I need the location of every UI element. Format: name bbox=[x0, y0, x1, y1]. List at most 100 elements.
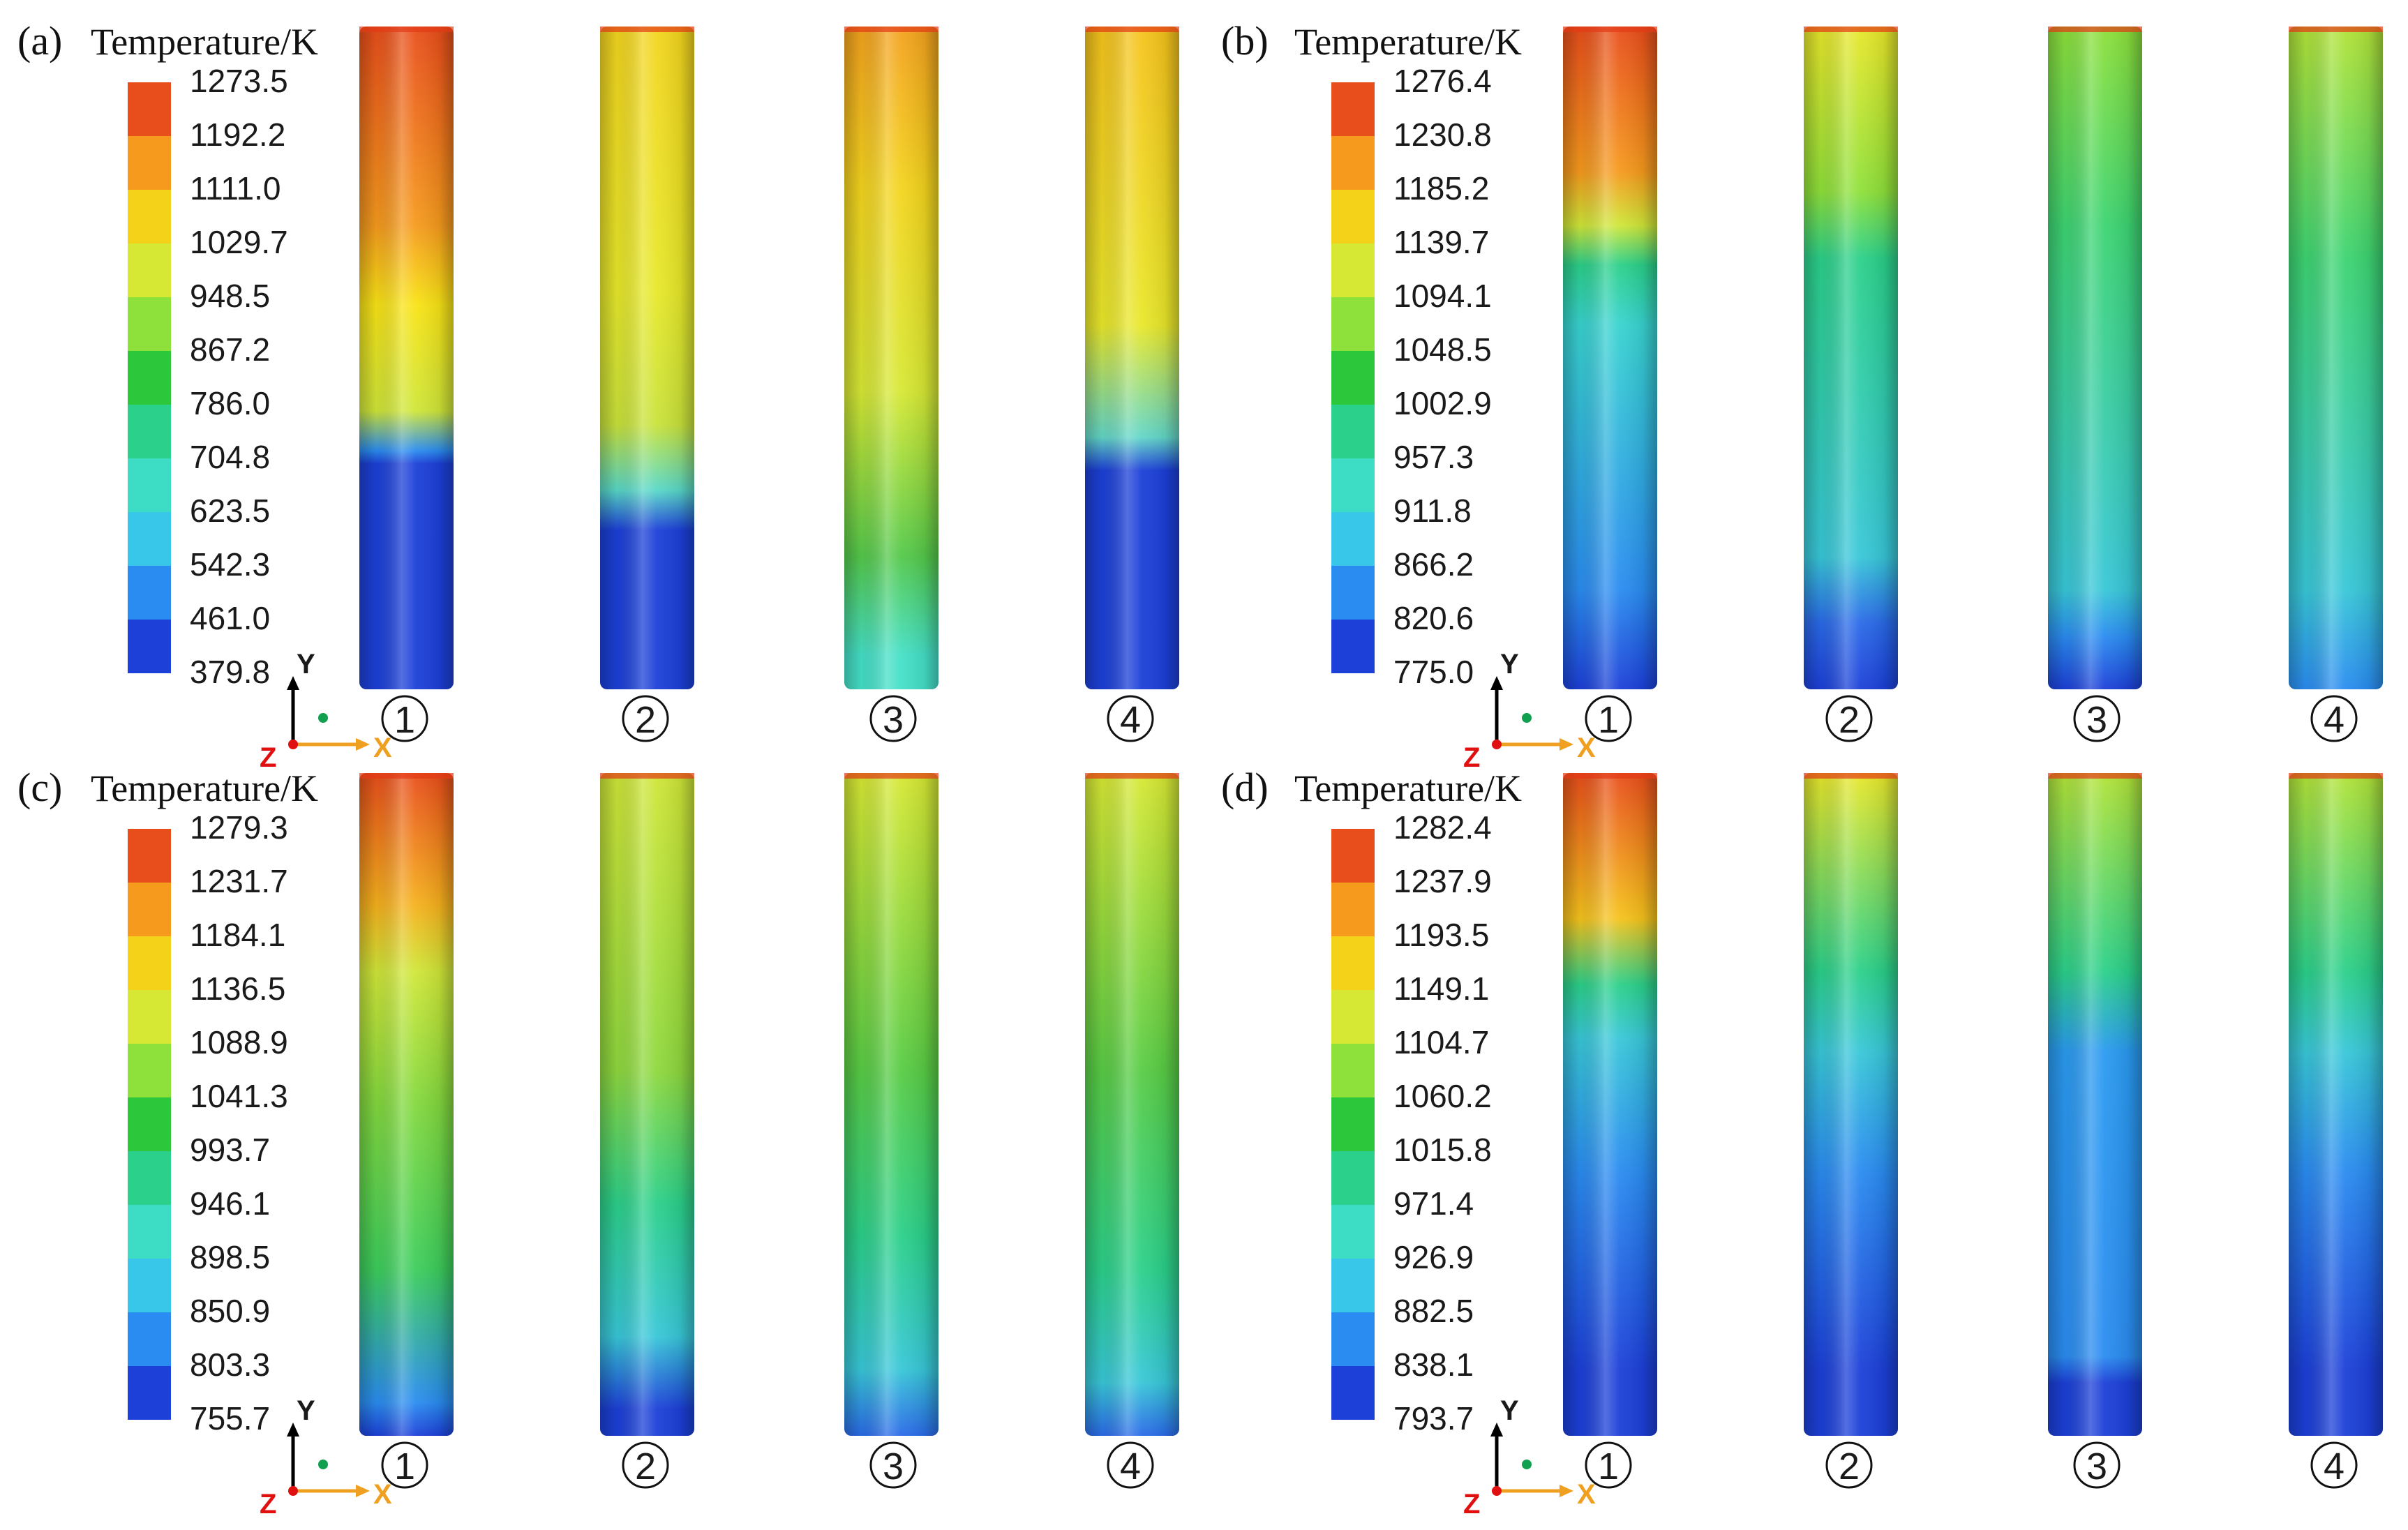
tube-rim bbox=[844, 773, 938, 779]
tube-label: 3 bbox=[883, 699, 904, 741]
tube-1: 1 bbox=[359, 773, 454, 1489]
tube-shading bbox=[2048, 27, 2142, 689]
tube-3: 3 bbox=[2048, 27, 2142, 742]
x-axis-arrowhead bbox=[1560, 1485, 1573, 1497]
legend-tick-label: 1015.8 bbox=[1393, 1132, 1492, 1168]
y-axis-arrowhead bbox=[1490, 1423, 1503, 1437]
x-axis-label: X bbox=[1577, 733, 1596, 763]
tube-label-circle bbox=[2073, 1441, 2121, 1489]
y-axis-label: Y bbox=[297, 1395, 315, 1426]
panel-label: (d) bbox=[1221, 765, 1269, 810]
legend-swatch bbox=[1331, 351, 1375, 405]
legend-swatch bbox=[1331, 1259, 1375, 1312]
tube-shading bbox=[1804, 773, 1898, 1436]
tube-label: 2 bbox=[1839, 699, 1860, 741]
origin-marker bbox=[1522, 713, 1532, 723]
x-axis-arrowhead bbox=[356, 1485, 370, 1497]
tube-shading bbox=[2289, 773, 2383, 1436]
tube-label-circle bbox=[869, 695, 917, 742]
z-axis-label: Z bbox=[260, 742, 276, 773]
legend-swatch bbox=[128, 990, 171, 1044]
tube-shading bbox=[844, 773, 938, 1436]
legend-tick-label: 1060.2 bbox=[1393, 1078, 1492, 1114]
legend-swatch bbox=[1331, 1044, 1375, 1097]
legend-tick-label: 1276.4 bbox=[1393, 63, 1492, 99]
legend-tick-label: 1002.9 bbox=[1393, 385, 1492, 421]
legend-tick-label: 1088.9 bbox=[190, 1024, 288, 1060]
z-axis-label: Z bbox=[260, 1489, 276, 1520]
legend-tick-label: 1104.7 bbox=[1393, 1024, 1489, 1060]
tube-label-circle bbox=[622, 1441, 669, 1489]
legend-tick-label: 1282.4 bbox=[1393, 809, 1492, 846]
legend-swatch bbox=[1331, 1366, 1375, 1420]
y-axis-label: Y bbox=[297, 649, 315, 680]
tube-label: 4 bbox=[2324, 699, 2345, 741]
tube-label: 2 bbox=[1839, 1446, 1860, 1487]
z-axis-dot bbox=[288, 1486, 298, 1496]
axis-triad: Y X Z bbox=[260, 1395, 392, 1520]
panel-label: (b) bbox=[1221, 18, 1269, 63]
legend-tick-label: 1193.5 bbox=[1393, 917, 1489, 953]
tube-1: 1 bbox=[1563, 773, 1657, 1489]
tube-shading bbox=[1563, 27, 1657, 689]
legend-title: Temperature/K bbox=[1294, 767, 1522, 809]
tube-label-circle bbox=[2310, 695, 2358, 742]
legend-swatch bbox=[128, 512, 171, 566]
tube-rim bbox=[2048, 773, 2142, 779]
tube-label-circle bbox=[622, 695, 669, 742]
tube-rim bbox=[1085, 773, 1179, 779]
legend-colorbar bbox=[128, 82, 171, 673]
legend-swatch bbox=[1331, 82, 1375, 136]
legend-tick-label: 911.8 bbox=[1393, 493, 1472, 529]
z-axis-label: Z bbox=[1463, 742, 1480, 773]
tube-label: 3 bbox=[2086, 699, 2107, 741]
legend-swatch bbox=[1331, 883, 1375, 936]
z-axis-dot bbox=[288, 740, 298, 749]
legend-swatch bbox=[1331, 190, 1375, 243]
legend-tick-label: 948.5 bbox=[190, 278, 270, 314]
tube-rim bbox=[2289, 773, 2383, 779]
legend-tick-label: 1149.1 bbox=[1393, 970, 1489, 1007]
legend-swatch bbox=[1331, 458, 1375, 512]
z-axis-dot bbox=[1492, 1486, 1502, 1496]
tube-label-circle bbox=[2310, 1441, 2358, 1489]
legend-swatch bbox=[1331, 136, 1375, 190]
tube-label-circle bbox=[381, 695, 428, 742]
legend-swatch bbox=[128, 1259, 171, 1312]
tube-rim bbox=[844, 27, 938, 32]
legend-swatch bbox=[1331, 620, 1375, 673]
tube-4: 4 bbox=[1085, 27, 1179, 742]
tube-shading bbox=[359, 773, 454, 1436]
tube-2: 2 bbox=[1804, 773, 1898, 1489]
legend-swatch bbox=[128, 620, 171, 673]
legend-tick-label: 755.7 bbox=[190, 1400, 270, 1437]
legend-swatch bbox=[1331, 512, 1375, 566]
tube-4: 4 bbox=[2289, 27, 2383, 742]
legend-tick-label: 1029.7 bbox=[190, 224, 288, 260]
legend-swatch bbox=[128, 297, 171, 351]
tube-rim bbox=[1085, 27, 1179, 32]
legend-tick-label: 1048.5 bbox=[1393, 331, 1492, 368]
legend-swatch bbox=[128, 1366, 171, 1420]
tube-shading bbox=[1085, 773, 1179, 1436]
legend-title: Temperature/K bbox=[91, 21, 318, 63]
legend-swatch bbox=[128, 829, 171, 883]
tube-rim bbox=[600, 27, 694, 32]
tube-label: 4 bbox=[1120, 699, 1141, 741]
legend-colorbar bbox=[128, 829, 171, 1420]
legend-tick-label: 1139.7 bbox=[1393, 224, 1489, 260]
legend-tick-label: 1136.5 bbox=[190, 970, 285, 1007]
tube-shading bbox=[2048, 773, 2142, 1436]
legend-tick-label: 850.9 bbox=[190, 1293, 270, 1329]
tube-3: 3 bbox=[2048, 773, 2142, 1489]
legend-tick-label: 1094.1 bbox=[1393, 278, 1492, 314]
tube-label-circle bbox=[1585, 1441, 1632, 1489]
tube-label: 1 bbox=[1598, 699, 1619, 741]
tube-label-circle bbox=[1825, 1441, 1873, 1489]
tube-shading bbox=[600, 27, 694, 689]
legend-tick-label: 379.8 bbox=[190, 654, 270, 690]
tube-3: 3 bbox=[844, 27, 938, 742]
